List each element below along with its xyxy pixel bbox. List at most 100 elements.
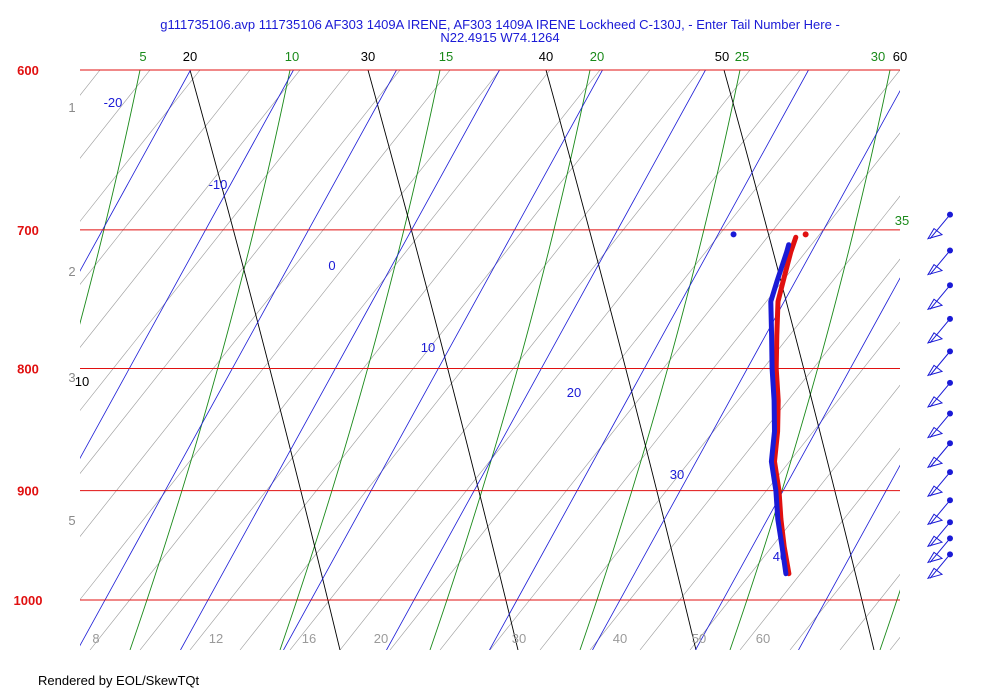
mixing-ratio-line: [80, 70, 151, 159]
wind-barb-flag: [926, 263, 944, 276]
moist-adiabat-label: 15: [439, 49, 453, 64]
wind-barb-staff: [929, 351, 951, 376]
wind-barb-staff: [929, 413, 951, 438]
mixing-ratio-line: [589, 258, 900, 650]
moist-adiabat-label: 30: [871, 49, 885, 64]
isotherm-label: 0: [328, 258, 335, 273]
isobar-label: 1000: [14, 593, 43, 608]
isotherm-label: 10: [421, 340, 435, 355]
temperature-profile-line: [772, 234, 799, 577]
moist-adiabat-label: 20: [590, 49, 604, 64]
wind-barb-flag: [926, 567, 944, 580]
isotherm-label: 30: [670, 467, 684, 482]
wind-barb-flag: [926, 364, 944, 377]
dry-adiabat-line: [367, 70, 519, 650]
isobar-label: 900: [17, 484, 39, 499]
temperature-point: [802, 231, 809, 238]
dry-adiabat-label: 30: [361, 49, 375, 64]
isotherm-line: [695, 277, 900, 650]
wind-barb-flag: [926, 298, 944, 311]
dry-adiabat-label: 20: [183, 49, 197, 64]
mixing-ratio-line: [0, 70, 50, 650]
wind-barb-flag: [926, 396, 944, 408]
mixing-ratio-label: 50: [692, 631, 706, 646]
mixing-ratio-line: [80, 70, 201, 222]
mixing-ratio-label: 60: [756, 631, 770, 646]
isobar-label: 700: [17, 223, 39, 238]
wind-barb-staff: [929, 471, 951, 497]
dry-adiabat-label: 40: [539, 49, 553, 64]
height-label: 2: [68, 264, 75, 279]
moist-adiabat-line: [80, 70, 141, 325]
wind-barb-flag: [926, 551, 944, 564]
wind-barb-flag: [926, 535, 944, 548]
moist-adiabat-line: [879, 589, 900, 650]
mixing-ratio-line: [489, 132, 900, 650]
isotherm-line: [283, 70, 603, 650]
moist-adiabat-label: 10: [285, 49, 299, 64]
isotherm-line: [386, 70, 706, 650]
wind-barb-staff: [929, 553, 951, 579]
isotherm-line: [80, 70, 191, 272]
moist-adiabat-line: [129, 70, 291, 650]
dry-adiabat-line: [723, 70, 875, 650]
height-label: 3: [68, 370, 75, 385]
dry-adiabat-label: 50: [715, 49, 729, 64]
mixing-ratio-line: [789, 510, 900, 650]
mixing-ratio-line: [80, 70, 301, 348]
wind-barb-flag: [926, 456, 944, 469]
isotherm-line: [798, 464, 900, 650]
dry-adiabat-line: [189, 70, 341, 650]
mixing-ratio-label: 30: [512, 631, 526, 646]
dewpoint-profile-line: [768, 242, 792, 577]
isotherm-label: -20: [104, 95, 123, 110]
dewpoint-point: [730, 231, 737, 238]
wind-barb-flag: [926, 485, 944, 497]
isotherm-line: [80, 70, 294, 460]
mixing-ratio-line: [339, 70, 801, 650]
mixing-ratio-line: [89, 70, 551, 650]
moist-adiabat-label: 25: [735, 49, 749, 64]
isotherm-label: -10: [209, 177, 228, 192]
isotherm-line: [592, 90, 900, 650]
mixing-ratio-line: [889, 636, 900, 650]
mixing-ratio-label: 40: [613, 631, 627, 646]
moist-adiabat-label: 35: [895, 213, 909, 228]
mixing-ratio-line: [639, 321, 900, 650]
title-line-1: g111735106.avp 111735106 AF303 1409A IRE…: [160, 17, 840, 32]
mixing-ratio-line: [389, 70, 851, 650]
wind-barb-flag: [926, 227, 944, 240]
wind-barb-staff: [929, 521, 951, 547]
isotherm-line: [80, 70, 397, 647]
footer-credit: Rendered by EOL/SkewTQt: [38, 673, 200, 688]
moist-adiabat-line: [579, 70, 741, 650]
chart-title: g111735106.avp 111735106 AF303 1409A IRE…: [0, 18, 1000, 44]
wind-barb-staff: [929, 382, 951, 408]
mixing-ratio-line: [80, 70, 451, 538]
dry-adiabat-label: 10: [75, 374, 89, 389]
mixing-ratio-label: 8: [92, 631, 99, 646]
wind-barb-staff: [929, 318, 951, 344]
mixing-ratio-label: 12: [209, 631, 223, 646]
moist-adiabat-label: 5: [139, 49, 146, 64]
isotherm-label: 20: [567, 385, 581, 400]
wind-barb-staff: [929, 499, 951, 525]
isotherm-line: [180, 70, 500, 650]
wind-barb-flag: [926, 332, 944, 344]
dry-adiabat-label: 60: [893, 49, 907, 64]
isobar-label: 600: [17, 63, 39, 78]
wind-barb-staff: [929, 214, 951, 239]
wind-barb-staff: [929, 538, 951, 563]
wind-barb-staff: [929, 284, 951, 310]
wind-barb-staff: [929, 250, 951, 275]
wind-barb-staff: [929, 442, 951, 468]
height-label: 1: [68, 100, 75, 115]
dry-adiabat-line: [545, 70, 697, 650]
mixing-ratio-line: [80, 70, 101, 96]
mixing-ratio-line: [689, 384, 900, 650]
moist-adiabat-line: [429, 70, 591, 650]
dry-adiabat-line: [902, 70, 1000, 650]
mixing-ratio-line: [739, 447, 900, 650]
mixing-ratio-label: 20: [374, 631, 388, 646]
